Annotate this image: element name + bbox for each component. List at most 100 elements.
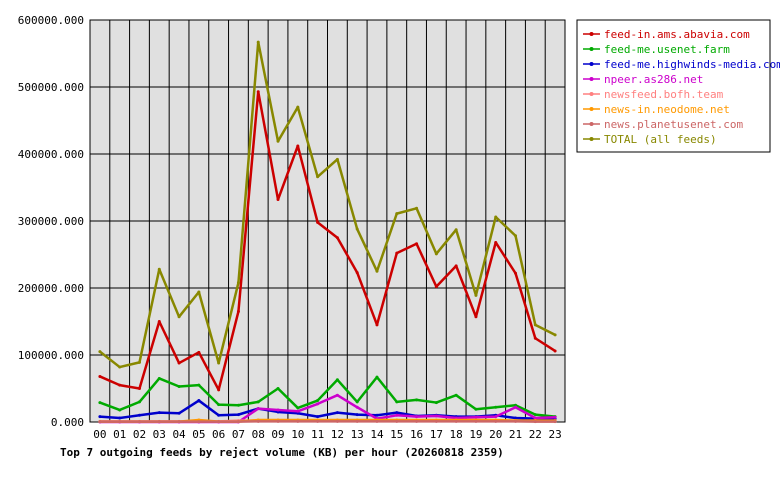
- data-point: [355, 271, 359, 275]
- data-point: [514, 416, 518, 420]
- data-point: [533, 336, 537, 340]
- data-point: [355, 227, 359, 231]
- y-axis-ticks: 0.000 100000.000 200000.000 300000.000 40000…: [18, 14, 84, 429]
- data-point: [137, 413, 141, 417]
- data-point: [355, 405, 359, 409]
- data-point: [157, 320, 161, 323]
- x-tick-label: 16: [410, 428, 423, 441]
- data-point: [533, 420, 537, 424]
- data-point: [395, 212, 399, 216]
- data-point: [276, 419, 280, 423]
- data-point: [276, 387, 280, 390]
- data-point: [197, 383, 201, 387]
- x-tick-label: 21: [509, 428, 522, 441]
- y-tick-label: 400000.000: [18, 148, 84, 161]
- data-point: [217, 413, 221, 417]
- legend-marker: [589, 107, 594, 111]
- data-point: [454, 228, 458, 232]
- data-point: [454, 264, 458, 268]
- data-point: [316, 419, 320, 423]
- data-point: [434, 285, 438, 289]
- legend-entry: news.planetusenet.com: [604, 118, 743, 131]
- y-tick-label: 500000.000: [18, 81, 84, 94]
- grid-horizontal: [90, 86, 565, 356]
- legend-entry: news-in.neodome.net: [604, 103, 730, 116]
- data-point: [256, 90, 260, 94]
- data-point: [434, 414, 438, 418]
- data-point: [217, 403, 221, 407]
- data-point: [395, 251, 399, 255]
- y-tick-label: 600000.000: [18, 14, 84, 27]
- data-point: [514, 271, 518, 275]
- x-tick-label: 02: [133, 428, 146, 441]
- data-point: [236, 420, 240, 424]
- x-tick-label: 03: [153, 428, 166, 441]
- data-point: [355, 413, 359, 417]
- data-point: [395, 411, 399, 415]
- x-tick-label: 19: [469, 428, 482, 441]
- data-point: [118, 408, 122, 412]
- data-point: [335, 419, 339, 423]
- data-point: [157, 411, 161, 415]
- data-point: [434, 401, 438, 405]
- data-point: [514, 419, 518, 423]
- legend-entry: feed-me.usenet.farm: [604, 43, 730, 56]
- x-tick-label: 07: [232, 428, 245, 441]
- data-point: [98, 374, 102, 378]
- x-tick-label: 18: [450, 428, 463, 441]
- data-point: [375, 413, 379, 417]
- x-tick-label: 09: [271, 428, 284, 441]
- data-point: [553, 420, 557, 424]
- x-tick-label: 05: [192, 428, 205, 441]
- data-point: [415, 419, 419, 423]
- data-point: [335, 157, 339, 161]
- data-point: [454, 393, 458, 397]
- data-point: [177, 420, 181, 424]
- data-point: [236, 281, 240, 285]
- data-point: [316, 402, 320, 406]
- data-point: [197, 399, 201, 403]
- data-point: [177, 384, 181, 388]
- x-tick-label: 15: [390, 428, 403, 441]
- data-point: [197, 420, 201, 424]
- data-point: [553, 415, 557, 419]
- y-tick-label: 300000.000: [18, 215, 84, 228]
- legend-marker: [589, 32, 594, 36]
- data-point: [316, 415, 320, 419]
- legend-marker: [589, 92, 594, 96]
- data-point: [316, 399, 320, 403]
- data-point: [98, 350, 102, 354]
- data-point: [316, 220, 320, 224]
- data-point: [514, 234, 518, 238]
- data-point: [474, 407, 478, 411]
- legend: feed-in.ams.abavia.com feed-me.usenet.far…: [583, 28, 780, 146]
- data-point: [256, 40, 260, 44]
- data-point: [375, 419, 379, 423]
- data-point: [98, 420, 102, 424]
- data-point: [474, 415, 478, 419]
- legend-entry: newsfeed.bofh.team: [604, 88, 724, 101]
- data-point: [197, 290, 201, 294]
- data-point: [533, 323, 537, 327]
- series-line-7: [99, 40, 556, 369]
- x-tick-label: 14: [370, 428, 384, 441]
- data-point: [474, 315, 478, 319]
- data-point: [118, 365, 122, 369]
- data-point: [296, 406, 300, 410]
- data-point: [454, 419, 458, 423]
- data-point: [236, 309, 240, 313]
- data-point: [375, 269, 379, 273]
- data-point: [177, 361, 181, 365]
- data-point: [474, 419, 478, 423]
- data-point: [137, 360, 141, 364]
- y-tick-label: 200000.000: [18, 282, 84, 295]
- chart-title: Top 7 outgoing feeds by reject volume (K…: [60, 446, 504, 459]
- data-point: [415, 206, 419, 210]
- data-point: [296, 144, 300, 148]
- legend-entry: feed-me.highwinds-media.com: [604, 58, 780, 71]
- data-point: [375, 375, 379, 379]
- data-point: [137, 387, 141, 390]
- x-tick-label: 11: [311, 428, 324, 441]
- data-point: [335, 236, 339, 240]
- data-point: [494, 415, 498, 419]
